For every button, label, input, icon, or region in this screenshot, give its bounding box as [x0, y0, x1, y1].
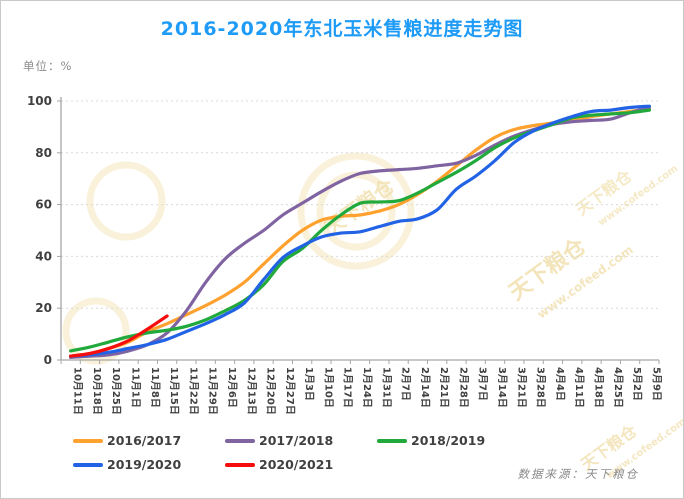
x-axis-tick-label: 4月18日: [592, 367, 604, 408]
y-axis-tick-label: 0: [44, 353, 52, 367]
x-axis-tick-label: 2月21日: [438, 367, 450, 408]
watermark-logo-circle: [86, 161, 166, 241]
x-axis-tick-label: 1月3日: [303, 367, 315, 401]
x-axis-tick-label: 1月17日: [342, 367, 354, 408]
x-axis-tick-label: 3月7日: [477, 367, 489, 401]
x-axis-tick-label: 2月14日: [419, 367, 431, 408]
x-axis-tick-label: 2月7日: [400, 367, 412, 401]
x-axis-tick-label: 1月31日: [380, 367, 392, 408]
legend-line-swatch: [73, 462, 103, 467]
legend-label: 2016/2017: [107, 433, 182, 448]
legend-item-2018-2019[interactable]: 2018/2019: [377, 433, 503, 448]
legend-label: 2018/2019: [411, 433, 486, 448]
x-axis-tick-label: 4月25日: [612, 367, 624, 408]
x-axis-tick-label: 5月9日: [650, 367, 662, 401]
y-axis-tick-label: 40: [35, 249, 52, 263]
legend-label: 2020/2021: [259, 457, 334, 472]
x-axis-tick-label: 3月14日: [496, 367, 508, 408]
legend-line-swatch: [225, 462, 255, 467]
legend-line-swatch: [73, 438, 103, 443]
y-axis-tick-label: 20: [35, 301, 52, 315]
x-axis-tick-label: 12月27日: [284, 367, 296, 415]
chart-legend: 2016/2017 2017/2018 2018/2019 2019/2020 2020…: [73, 433, 503, 472]
y-axis-unit-label: 单位：%: [23, 59, 73, 73]
x-axis-tick-label: 3月21日: [515, 367, 527, 408]
x-axis-tick-label: 11月15日: [168, 367, 180, 415]
legend-item-2017-2018[interactable]: 2017/2018: [225, 433, 377, 448]
legend-line-swatch: [225, 438, 255, 443]
watermark-logo-circle: [62, 297, 130, 365]
x-axis-tick-label: 12月20日: [265, 367, 277, 415]
x-axis-tick-label: 12月13日: [245, 367, 257, 415]
data-source-caption: 数据来源：天下粮仓: [517, 467, 639, 481]
watermark-logo-circle: [297, 152, 415, 270]
x-axis-tick-label: 11月22日: [187, 367, 199, 415]
legend-label: 2019/2020: [107, 457, 182, 472]
x-axis-tick-label: 11月8日: [149, 367, 161, 408]
x-axis-tick-label: 2月28日: [457, 367, 469, 408]
legend-item-2016-2017[interactable]: 2016/2017: [73, 433, 225, 448]
x-axis-tick-label: 1月24日: [361, 367, 373, 408]
x-axis-tick-label: 10月18日: [91, 367, 103, 415]
x-axis-tick-label: 11月29日: [207, 367, 219, 415]
x-axis-tick-label: 10月25日: [110, 367, 122, 415]
y-axis-tick-label: 100: [27, 94, 52, 108]
x-axis-tick-label: 10月11日: [72, 367, 84, 415]
legend-line-swatch: [377, 438, 407, 443]
chart-title: 2016-2020年东北玉米售粮进度走势图: [160, 18, 524, 40]
x-axis-tick-label: 1月10日: [322, 367, 334, 408]
x-axis-tick-label: 3月28日: [535, 367, 547, 408]
legend-label: 2017/2018: [259, 433, 334, 448]
x-axis-tick-label: 12月6日: [226, 367, 238, 408]
series-line-2020-2021: [69, 314, 169, 358]
series-line-2019-2020: [69, 104, 651, 358]
x-axis-tick-label: 4月11日: [573, 367, 585, 408]
x-axis-tick-label: 11月1日: [130, 367, 142, 408]
y-axis-tick-label: 80: [35, 146, 52, 160]
x-axis-tick-label: 5月2日: [631, 367, 643, 401]
legend-item-2020-2021[interactable]: 2020/2021: [225, 457, 377, 472]
x-axis-tick-label: 4月4日: [554, 367, 566, 401]
y-axis-tick-label: 60: [35, 198, 52, 212]
legend-item-2019-2020[interactable]: 2019/2020: [73, 457, 225, 472]
